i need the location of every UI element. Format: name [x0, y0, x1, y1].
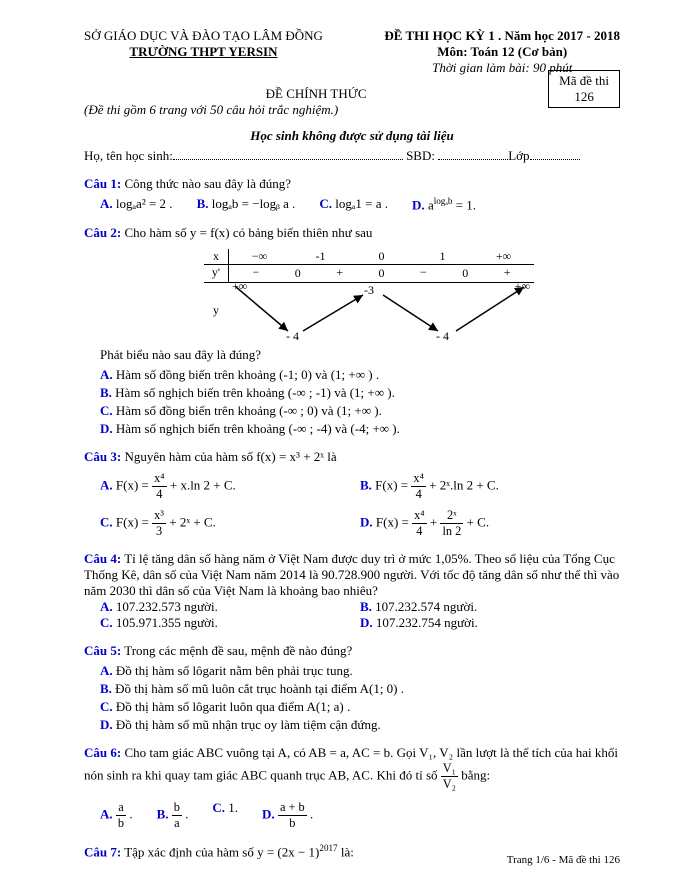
q2-d: D. Hàm số nghịch biến trên khoảng (-∞ ; … [100, 421, 620, 437]
q1-d: D. alogₐb = 1. [412, 196, 476, 213]
q4-text: Tỉ lệ tăng dân số hàng năm ở Việt Nam đư… [84, 551, 619, 598]
exam-page: SỞ GIÁO DỤC VÀ ĐÀO TẠO LÂM ĐỒNG TRƯỜNG T… [0, 0, 676, 884]
lop-field[interactable] [530, 159, 580, 160]
q3-b: B. F(x) = x⁴4 + 2ˣ.ln 2 + C. [360, 471, 620, 502]
q6-options: A. ab . B. ba . C. 1. D. a + bb . [100, 800, 620, 831]
question-2: Câu 2: Cho hàm số y = f(x) có bảng biến … [84, 225, 620, 437]
q2-c: C. Hàm số đồng biến trên khoảng (-∞ ; 0)… [100, 403, 620, 419]
q6-a: A. ab . [100, 800, 133, 831]
q1-options: A. logₐa² = 2 . B. logₐb = −logᵦ a . C. … [100, 196, 620, 213]
q4-c: C. 105.971.355 người. [100, 615, 360, 631]
lop-label: Lớp [508, 148, 529, 163]
q5-options: A. Đồ thị hàm số lôgarit nằm bên phải tr… [100, 663, 620, 733]
q5-a: A. Đồ thị hàm số lôgarit nằm bên phải tr… [100, 663, 620, 679]
q7-label: Câu 7: [84, 845, 121, 860]
exam-code-box: Mã đề thi 126 [548, 70, 620, 108]
q6-b: B. ba . [157, 800, 189, 831]
q6-ratio: V₁V₂ [441, 761, 458, 792]
sbd-field[interactable] [438, 159, 508, 160]
question-6: Câu 6: Cho tam giác ABC vuông tại A, có … [84, 745, 620, 831]
q2-text: Cho hàm số y = f(x) có bảng biến thiên n… [124, 225, 372, 240]
variation-table: x −∞ -1 0 1 +∞ y' − 0 + 0 − 0 + y [204, 249, 534, 339]
q4-row2: C. 105.971.355 người. D. 107.232.754 ngư… [100, 615, 620, 631]
q3-a: A. F(x) = x⁴4 + x.ln 2 + C. [100, 471, 360, 502]
q4-a: A. 107.232.573 người. [100, 599, 360, 615]
q1-c: C. logₐ1 = a . [319, 196, 388, 213]
q2-a: A. Hàm số đồng biến trên khoảng (-1; 0) … [100, 367, 620, 383]
header: SỞ GIÁO DỤC VÀ ĐÀO TẠO LÂM ĐỒNG TRƯỜNG T… [84, 28, 620, 76]
code-label: Mã đề thi [559, 73, 609, 89]
q1-label: Câu 1: [84, 176, 121, 191]
q2-sub: Phát biểu nào sau đây là đúng? [100, 347, 620, 363]
q3-label: Câu 3: [84, 449, 121, 464]
q4-d: D. 107.232.754 người. [360, 615, 620, 631]
dept: SỞ GIÁO DỤC VÀ ĐÀO TẠO LÂM ĐỒNG [84, 28, 323, 44]
q5-d: D. Đồ thị hàm số mũ nhận trục oy làm tiệ… [100, 717, 620, 733]
question-3: Câu 3: Nguyên hàm của hàm số f(x) = x³ +… [84, 449, 620, 539]
name-label: Họ, tên học sinh: [84, 148, 173, 163]
exam-title: ĐỀ THI HỌC KỲ 1 . Năm học 2017 - 2018 [384, 28, 620, 44]
school: TRƯỜNG THPT YERSIN [84, 44, 323, 60]
q3-d: D. F(x) = x⁴4 + 2ˣln 2 + C. [360, 508, 620, 539]
q3-text: Nguyên hàm của hàm số f(x) = x³ + 2ˣ là [124, 449, 336, 464]
q5-b: B. Đồ thị hàm số mũ luôn cắt trục hoành … [100, 681, 620, 697]
q6-label: Câu 6: [84, 745, 121, 760]
q1-text: Công thức nào sau đây là đúng? [124, 176, 291, 191]
header-left: SỞ GIÁO DỤC VÀ ĐÀO TẠO LÂM ĐỒNG TRƯỜNG T… [84, 28, 323, 76]
q2-label: Câu 2: [84, 225, 121, 240]
official: ĐỀ CHÍNH THỨC [84, 86, 548, 102]
q5-c: C. Đồ thị hàm số lôgarit luôn qua điểm A… [100, 699, 620, 715]
sbd-label: SBD: [406, 148, 435, 163]
header-right: ĐỀ THI HỌC KỲ 1 . Năm học 2017 - 2018 Mô… [384, 28, 620, 76]
question-1: Câu 1: Công thức nào sau đây là đúng? A.… [84, 176, 620, 213]
variation-arrows [228, 283, 534, 343]
q4-row1: A. 107.232.573 người. B. 107.232.574 ngư… [100, 599, 620, 615]
q3-row1: A. F(x) = x⁴4 + x.ln 2 + C. B. F(x) = x⁴… [100, 471, 620, 502]
q3-row2: C. F(x) = x³3 + 2ˣ + C. D. F(x) = x⁴4 + … [100, 508, 620, 539]
q6-c: C. 1. [212, 800, 238, 831]
q3-c: C. F(x) = x³3 + 2ˣ + C. [100, 508, 360, 539]
instruction: Học sinh không được sử dụng tài liệu [84, 128, 620, 144]
q1-a: A. logₐa² = 2 . [100, 196, 173, 213]
q5-text: Trong các mệnh đề sau, mệnh đề nào đúng? [124, 643, 352, 658]
code: 126 [559, 89, 609, 105]
q6-text: Cho tam giác ABC vuông tại A, có AB = a,… [84, 745, 618, 782]
q4-b: B. 107.232.574 người. [360, 599, 620, 615]
question-4: Câu 4: Tỉ lệ tăng dân số hàng năm ở Việt… [84, 551, 620, 631]
page-footer: Trang 1/6 - Mã đề thi 126 [507, 854, 620, 866]
note: (Đề thi gồm 6 trang với 50 câu hỏi trắc … [84, 102, 548, 118]
q1-b: B. logₐb = −logᵦ a . [197, 196, 296, 213]
subject: Môn: Toán 12 (Cơ bản) [384, 44, 620, 60]
q6-d: D. a + bb . [262, 800, 313, 831]
student-line: Họ, tên học sinh: SBD: Lớp [84, 148, 620, 164]
q4-label: Câu 4: [84, 551, 121, 566]
q2-b: B. Hàm số nghịch biến trên khoảng (-∞ ; … [100, 385, 620, 401]
q5-label: Câu 5: [84, 643, 121, 658]
name-field[interactable] [173, 159, 403, 160]
q7-text: Tập xác định của hàm số y = (2x − 1) [124, 845, 319, 860]
q2-options: A. Hàm số đồng biến trên khoảng (-1; 0) … [100, 367, 620, 437]
question-5: Câu 5: Trong các mệnh đề sau, mệnh đề nà… [84, 643, 620, 733]
